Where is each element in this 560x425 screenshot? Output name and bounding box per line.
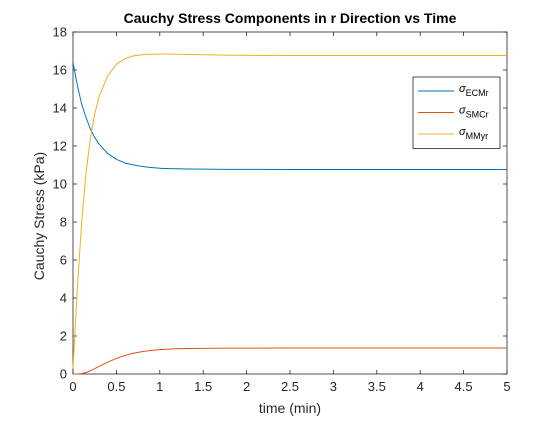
x-tick-label: 2.5 <box>281 379 299 394</box>
series-line-smcr <box>73 347 507 375</box>
y-tick-label: 6 <box>60 253 67 268</box>
legend-label-smcr: σSMCr <box>459 105 489 120</box>
y-tick-label: 4 <box>60 291 67 306</box>
y-tick-label: 0 <box>60 367 67 382</box>
legend-subscript: ECMr <box>466 88 489 98</box>
series-line-mmyr <box>72 53 507 369</box>
x-tick-label: 4 <box>417 379 424 394</box>
legend-label-mmyr: σMMyr <box>459 126 488 141</box>
legend-label-ecmr: σECMr <box>459 83 489 98</box>
legend-subscript: SMCr <box>466 110 489 120</box>
y-tick-label: 10 <box>53 177 67 192</box>
x-tick-label: 1 <box>156 379 163 394</box>
y-tick-label: 18 <box>53 25 67 40</box>
x-axis-title: time (min) <box>259 400 321 416</box>
series-line-ecmr <box>72 62 507 171</box>
y-tick-label: 12 <box>53 139 67 154</box>
y-tick-label: 8 <box>60 215 67 230</box>
x-tick-label: 3 <box>330 379 337 394</box>
x-tick-label: 4.5 <box>455 379 473 394</box>
x-tick-label: 2 <box>243 379 250 394</box>
x-tick-label: 0.5 <box>107 379 125 394</box>
plot-area: 0 0.5 1 1.5 2 2.5 3 3.5 4 4.5 5 0 2 4 6 8 10 12 14 16 18 <box>53 25 511 395</box>
legend-subscript: MMyr <box>466 131 489 141</box>
x-tick-label: 1.5 <box>194 379 212 394</box>
chart-title: Cauchy Stress Components in r Direction … <box>124 10 457 26</box>
x-tick-label: 0 <box>69 379 76 394</box>
legend-symbol: σ <box>459 126 466 138</box>
y-tick-label: 2 <box>60 329 67 344</box>
legend-symbol: σ <box>459 83 466 95</box>
x-tick-label: 5 <box>503 379 510 394</box>
y-tick-label: 14 <box>53 101 67 116</box>
x-tick-label: 3.5 <box>368 379 386 394</box>
y-axis-title: Cauchy Stress (kPa) <box>31 152 47 280</box>
legend-symbol: σ <box>459 105 466 117</box>
y-tick-label: 16 <box>53 63 67 78</box>
